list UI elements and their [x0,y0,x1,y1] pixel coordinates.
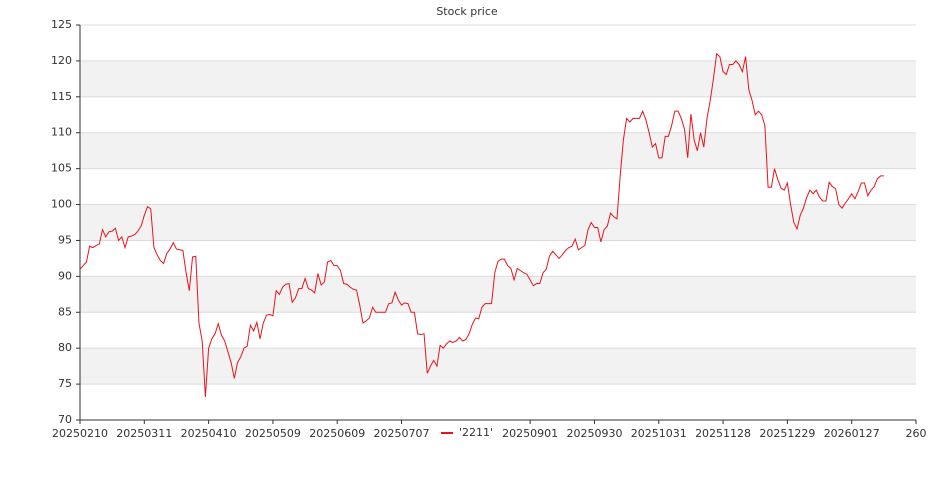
y-tick-label: 110 [51,126,72,139]
x-tick-label: 20250609 [309,427,365,440]
x-tick-label: 20250311 [116,427,172,440]
grid-band [80,60,916,97]
grid-band [80,348,916,385]
line-series [79,52,884,398]
x-tick-label: 20260127 [824,427,880,440]
y-tick-label: 115 [51,90,72,103]
x-tick-label: 20250930 [566,427,622,440]
y-tick-label: 125 [51,18,72,31]
y-tick-label: 75 [58,377,72,390]
x-tick-label: 20250509 [245,427,301,440]
x-tick-label: 20251031 [631,427,687,440]
legend-label: '2211' [459,426,493,439]
y-tick-label: 70 [58,413,72,426]
chart-title: Stock price [436,5,498,18]
x-tick-label: 20251128 [695,427,751,440]
y-tick-label: 80 [58,341,72,354]
grid-band [80,276,916,313]
x-tick-label: 20250210 [52,427,108,440]
y-tick-label: 85 [58,305,72,318]
x-tick-label: 20251229 [759,427,815,440]
y-tick-label: 90 [58,269,72,282]
x-tick-label: 20250707 [374,427,430,440]
legend-background [438,425,498,441]
y-tick-label: 105 [51,162,72,175]
x-tick-label: 20250901 [502,427,558,440]
y-tick-label: 100 [51,198,72,211]
x-tick-label: 20250410 [181,427,237,440]
x-tick-label: 260 [906,427,927,440]
grid-band [80,132,916,169]
grid-band [80,204,916,241]
y-tick-label: 95 [58,233,72,246]
y-tick-label: 120 [51,54,72,67]
